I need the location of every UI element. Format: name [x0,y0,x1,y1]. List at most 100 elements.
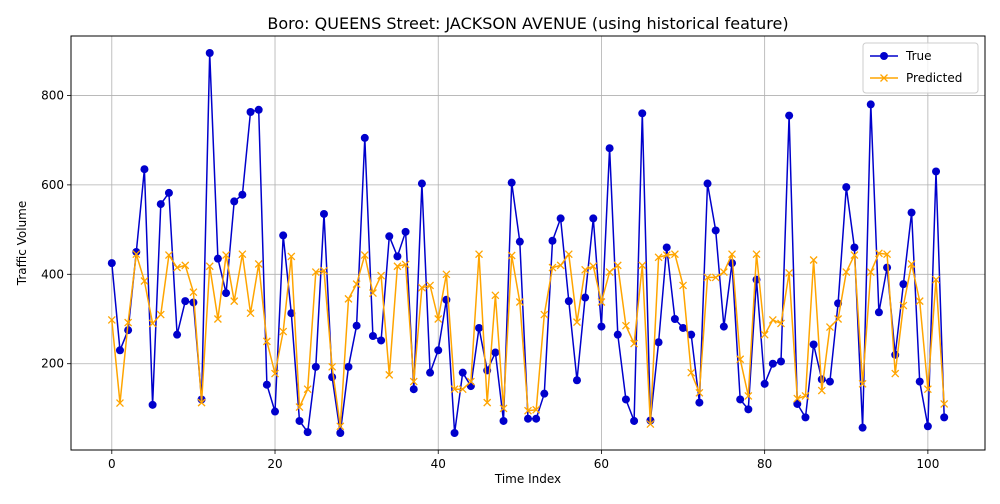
plot-frame [70,35,986,451]
data-point-predicted [426,281,435,290]
data-point-true [230,197,239,206]
data-point-true [515,237,524,246]
data-point-true [213,254,222,263]
data-point-predicted [711,273,720,282]
data-point-predicted [344,294,353,303]
data-point-predicted [850,251,859,260]
data-point-true [458,368,467,377]
data-point-predicted [409,377,418,386]
data-point-true [132,247,141,256]
data-point-predicted [271,369,279,378]
data-point-predicted [728,250,736,259]
data-point-predicted [156,310,165,319]
data-point-true [850,243,859,252]
data-point-predicted [703,273,712,282]
data-point-true [662,243,671,252]
data-point-predicted [262,337,271,346]
x-axis-label: Time Index [494,472,561,486]
data-point-predicted [638,261,647,270]
data-point-predicted [254,260,263,268]
data-point-predicted [883,250,892,259]
data-point-predicted [866,268,875,277]
data-point-true [589,214,598,223]
data-point-true [899,280,908,289]
data-point-true [311,362,320,371]
data-point-predicted [336,422,345,431]
data-point-true [156,200,165,209]
data-point-true [711,226,720,235]
data-point-predicted [197,398,206,407]
legend-item-true: True [870,49,932,63]
data-point-true [115,346,124,355]
data-point-true [148,400,157,409]
data-point-predicted [899,301,908,310]
data-point-predicted [107,315,116,324]
data-point-true [426,368,435,377]
data-point-predicted [499,404,508,413]
data-point-true [254,105,263,114]
data-point-predicted [654,253,663,262]
series-layer [107,48,949,438]
data-point-true [785,111,794,120]
data-point-predicted [515,298,524,306]
data-point-true [205,48,214,57]
data-point-predicted [213,315,222,323]
data-point-true [336,429,345,438]
series-true [107,48,949,438]
data-point-predicted [287,252,296,261]
data-point-true [401,227,410,236]
data-point-predicted [809,256,818,264]
data-point-true [858,423,867,432]
data-point-predicted [181,261,190,270]
data-point-predicted [434,315,443,323]
data-point-predicted [132,250,141,259]
data-point-predicted [621,321,630,330]
data-point-predicted [874,249,883,258]
data-point-predicted [238,250,247,259]
data-point-true [793,399,802,408]
data-point-true [760,379,769,388]
data-point-true [352,321,361,330]
data-point-predicted [597,298,606,306]
data-point-predicted [777,319,785,328]
data-point-true [107,259,116,268]
data-point-predicted [116,399,124,408]
data-point-predicted [695,388,704,397]
x-axis: 0 20 40 60 80 100 [108,450,939,471]
data-point-predicted [605,268,614,277]
data-point-predicted [891,369,900,378]
data-point-predicted [311,268,320,277]
data-point-true [360,133,369,142]
data-point-true [940,413,949,422]
data-point-predicted [320,266,328,275]
x-tick-label: 40 [431,457,446,471]
data-point-true [923,422,932,431]
data-point-predicted [368,289,377,298]
data-point-true [638,109,647,118]
x-tick-label: 100 [916,457,939,471]
data-point-true [124,326,133,335]
data-point-true [524,414,532,423]
data-point-predicted [279,327,288,336]
data-point-true [932,167,941,176]
data-point-true [173,330,182,339]
data-point-predicted [377,271,386,280]
data-point-predicted [442,270,451,279]
x-tick-label: 60 [594,457,609,471]
legend: True Predicted [862,42,979,94]
data-point-true [491,348,500,357]
data-point-predicted [417,283,426,292]
data-point-true [450,429,459,438]
data-point-predicted [662,251,671,260]
data-point-true [442,295,451,304]
data-point-true [303,428,312,437]
data-point-true [246,108,255,117]
data-point-predicted [744,391,753,400]
data-point-predicted [124,318,133,327]
data-point-predicted [670,250,679,259]
data-point-predicted [532,405,541,414]
y-tick-label: 400 [41,267,64,281]
data-point-predicted [173,263,182,272]
data-point-true [556,214,565,223]
